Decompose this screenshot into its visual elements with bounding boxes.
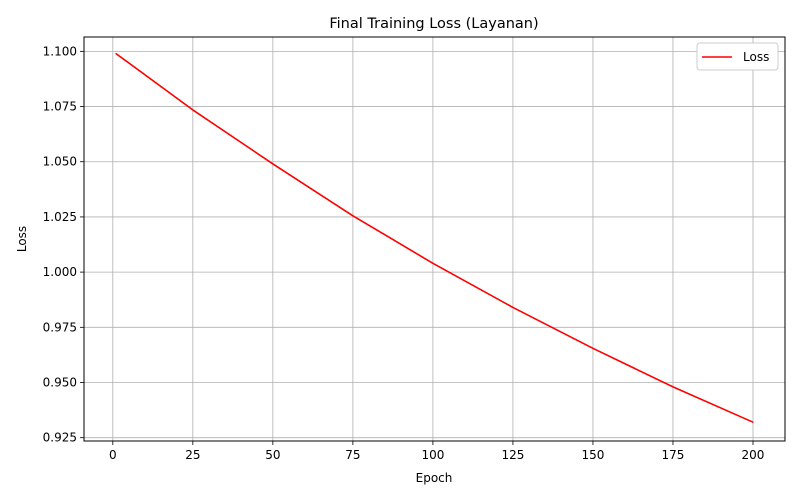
loss-data-point: [115, 53, 117, 55]
y-axis-title: Loss: [15, 226, 29, 252]
y-tick-label: 1.050: [43, 155, 77, 169]
x-tick-label: 175: [662, 448, 685, 462]
y-tick-label: 1.000: [43, 265, 77, 279]
loss-data-point: [272, 163, 274, 165]
x-tick-label: 25: [185, 448, 200, 462]
series-layer: [115, 52, 754, 423]
loss-data-point: [672, 386, 674, 388]
legend: Loss: [696, 42, 779, 71]
y-tick-label: 0.925: [43, 431, 77, 445]
y-tick-label: 1.025: [43, 210, 77, 224]
x-tick-label: 0: [109, 448, 117, 462]
loss-data-point: [592, 347, 594, 349]
x-tick-label: 125: [501, 448, 524, 462]
y-tick-label: 0.950: [43, 375, 77, 389]
legend-box: [696, 42, 779, 71]
grid-lines: [84, 37, 785, 441]
loss-data-point: [432, 262, 434, 264]
x-tick-label: 200: [742, 448, 765, 462]
y-tick-label: 1.100: [43, 44, 77, 58]
chart-title: Final Training Loss (Layanan): [329, 16, 538, 32]
x-axis-ticks: 0 25 50 75 100 125 150 175 200: [109, 441, 764, 462]
loss-data-point: [192, 109, 194, 111]
plot-frame: [83, 36, 786, 442]
loss-data-point: [512, 306, 514, 308]
x-tick-label: 150: [581, 448, 604, 462]
y-tick-label: 0.975: [43, 320, 77, 334]
loss-data-point: [752, 421, 754, 423]
y-axis-ticks: 0.925 0.950 0.975 1.000 1.025 1.050 1.075 1.100: [43, 44, 84, 445]
x-tick-label: 50: [265, 448, 280, 462]
x-axis-title: Epoch: [416, 471, 453, 485]
y-tick-label: 1.075: [43, 100, 77, 114]
x-tick-label: 75: [345, 448, 360, 462]
legend-label: Loss: [743, 50, 769, 64]
loss-data-point: [352, 215, 354, 217]
x-tick-label: 100: [421, 448, 444, 462]
